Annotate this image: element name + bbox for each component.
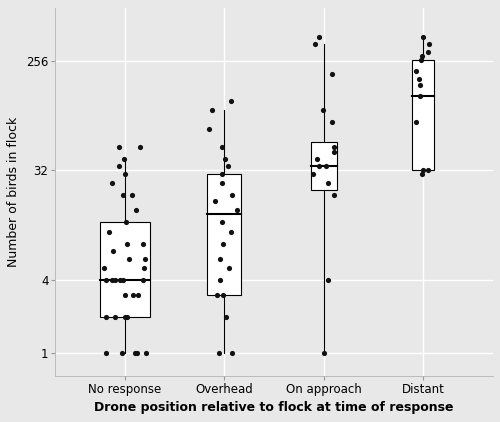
- Point: [219, 240, 227, 247]
- X-axis label: Drone position relative to flock at time of response: Drone position relative to flock at time…: [94, 401, 454, 414]
- Point: [324, 277, 332, 284]
- Bar: [100, 222, 150, 316]
- Point: [322, 162, 330, 169]
- Point: [311, 41, 319, 47]
- Point: [328, 119, 336, 125]
- Point: [108, 277, 116, 284]
- Point: [129, 292, 137, 299]
- Point: [418, 167, 426, 174]
- Point: [315, 34, 323, 41]
- Point: [418, 52, 426, 59]
- Point: [218, 170, 226, 177]
- Point: [424, 167, 432, 174]
- Point: [136, 143, 144, 150]
- Point: [100, 265, 108, 272]
- Point: [216, 277, 224, 284]
- Point: [122, 219, 130, 225]
- Point: [104, 228, 112, 235]
- Point: [216, 255, 224, 262]
- Point: [218, 180, 226, 187]
- Point: [418, 170, 426, 177]
- Point: [108, 180, 116, 187]
- Point: [120, 170, 128, 177]
- Point: [416, 93, 424, 100]
- Point: [205, 126, 213, 133]
- Point: [109, 247, 117, 254]
- Point: [134, 350, 141, 357]
- Point: [122, 313, 130, 320]
- Point: [412, 68, 420, 74]
- Point: [221, 155, 229, 162]
- Point: [425, 41, 433, 47]
- Point: [126, 255, 134, 262]
- Point: [330, 149, 338, 156]
- Point: [219, 292, 227, 299]
- Point: [102, 350, 110, 357]
- Bar: [208, 174, 241, 295]
- Bar: [412, 60, 434, 170]
- Point: [315, 162, 323, 169]
- Point: [324, 180, 332, 187]
- Point: [214, 350, 222, 357]
- Point: [132, 207, 140, 214]
- Point: [142, 350, 150, 357]
- Point: [218, 143, 226, 150]
- Point: [120, 192, 128, 198]
- Point: [110, 313, 118, 320]
- Point: [222, 313, 230, 320]
- Point: [102, 277, 110, 284]
- Point: [112, 277, 120, 284]
- Point: [119, 277, 127, 284]
- Point: [118, 350, 126, 357]
- Point: [228, 350, 236, 357]
- Point: [319, 107, 327, 114]
- Point: [420, 34, 428, 41]
- Point: [416, 82, 424, 89]
- Point: [225, 265, 233, 272]
- Point: [232, 207, 240, 214]
- Point: [139, 277, 147, 284]
- Point: [418, 57, 426, 63]
- Point: [424, 49, 432, 56]
- Point: [134, 292, 142, 299]
- Y-axis label: Number of birds in flock: Number of birds in flock: [8, 116, 20, 267]
- Point: [226, 97, 234, 104]
- Point: [330, 143, 338, 150]
- Point: [227, 228, 235, 235]
- Point: [228, 192, 235, 198]
- Point: [210, 197, 218, 204]
- Point: [140, 265, 148, 272]
- Point: [123, 240, 131, 247]
- Point: [139, 240, 147, 247]
- Point: [121, 292, 129, 299]
- Point: [141, 255, 149, 262]
- Point: [131, 350, 139, 357]
- Point: [115, 143, 123, 150]
- Point: [116, 277, 124, 284]
- Point: [328, 70, 336, 77]
- Point: [218, 219, 226, 225]
- Point: [412, 119, 420, 125]
- Point: [314, 155, 322, 162]
- Point: [208, 107, 216, 114]
- Point: [320, 350, 328, 357]
- Point: [120, 155, 128, 162]
- Point: [121, 313, 129, 320]
- Point: [115, 162, 123, 169]
- Point: [224, 162, 232, 169]
- Bar: [310, 142, 336, 190]
- Point: [214, 292, 222, 299]
- Point: [102, 313, 110, 320]
- Point: [309, 170, 317, 177]
- Point: [128, 192, 136, 198]
- Point: [415, 76, 423, 83]
- Point: [330, 192, 338, 198]
